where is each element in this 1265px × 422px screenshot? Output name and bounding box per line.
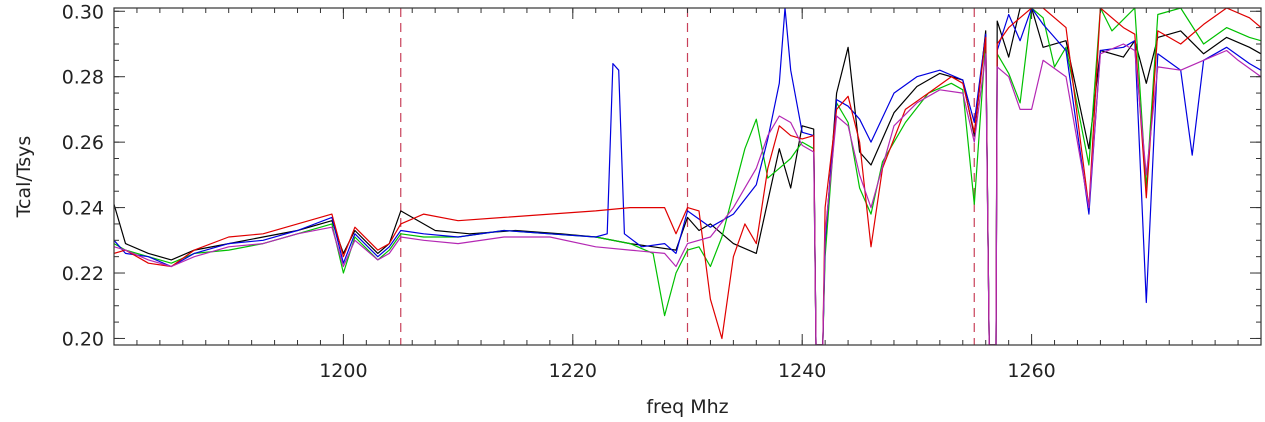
x-tick-label: 1260	[1007, 360, 1055, 382]
y-tick-label: 0.28	[62, 67, 104, 89]
x-axis-label: freq Mhz	[646, 396, 728, 418]
x-tick-label: 1200	[319, 360, 367, 382]
series-line-3	[114, 8, 1261, 345]
series-lines	[114, 8, 1261, 345]
x-tick-label: 1220	[549, 360, 597, 382]
y-axis-label: Tcal/Tsys	[13, 136, 35, 219]
y-tick-label: 0.22	[62, 263, 104, 285]
y-tick-label: 0.26	[62, 132, 104, 154]
series-line-0	[114, 8, 1261, 345]
x-tick-label: 1240	[778, 360, 826, 382]
series-line-2	[114, 8, 1261, 345]
y-tick-label: 0.30	[62, 1, 104, 23]
vertical-marker-lines	[400, 8, 975, 345]
axes: 1200 1220 1240 1260 0.20 0.22 0.24 0.26 0.28 0.30	[62, 1, 1262, 382]
series-line-4	[114, 43, 1261, 345]
y-tick-label: 0.24	[62, 198, 104, 220]
y-tick-label: 0.20	[62, 328, 104, 350]
